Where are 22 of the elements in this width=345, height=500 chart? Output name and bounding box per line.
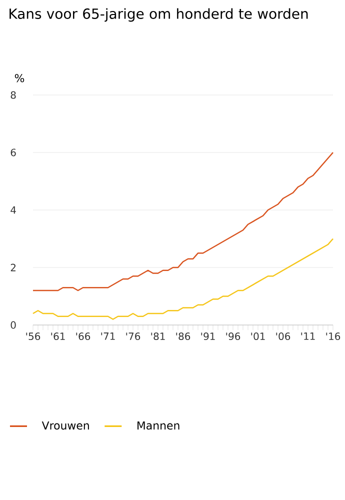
legend-label: Vrouwen (42, 421, 89, 430)
x-tick-label: '11 (301, 332, 315, 340)
x-tick-label: '01 (251, 332, 265, 340)
x-tick-label: '56 (26, 332, 40, 340)
x-tick-label: '91 (201, 332, 215, 340)
x-tick-label: '16 (326, 332, 340, 340)
y-tick-label: 2 (10, 264, 16, 272)
x-tick-label: '61 (51, 332, 65, 340)
y-tick-label: 6 (10, 148, 16, 156)
y-axis-title: % (14, 74, 24, 82)
x-tick-label: '76 (126, 332, 140, 340)
x-tick-label: '86 (176, 332, 190, 340)
y-tick-label: 8 (10, 91, 16, 99)
y-tick-label: 4 (10, 206, 16, 214)
x-tick-label: '81 (151, 332, 165, 340)
x-tick-label: '71 (101, 332, 115, 340)
y-tick-label: 0 (10, 321, 16, 329)
x-tick-label: '96 (226, 332, 240, 340)
x-tick-label: '66 (76, 332, 90, 340)
x-tick-label: '06 (276, 332, 290, 340)
chart-title: Kans voor 65-jarige om honderd te worden (10, 8, 308, 22)
legend-label: Mannen (138, 421, 180, 430)
